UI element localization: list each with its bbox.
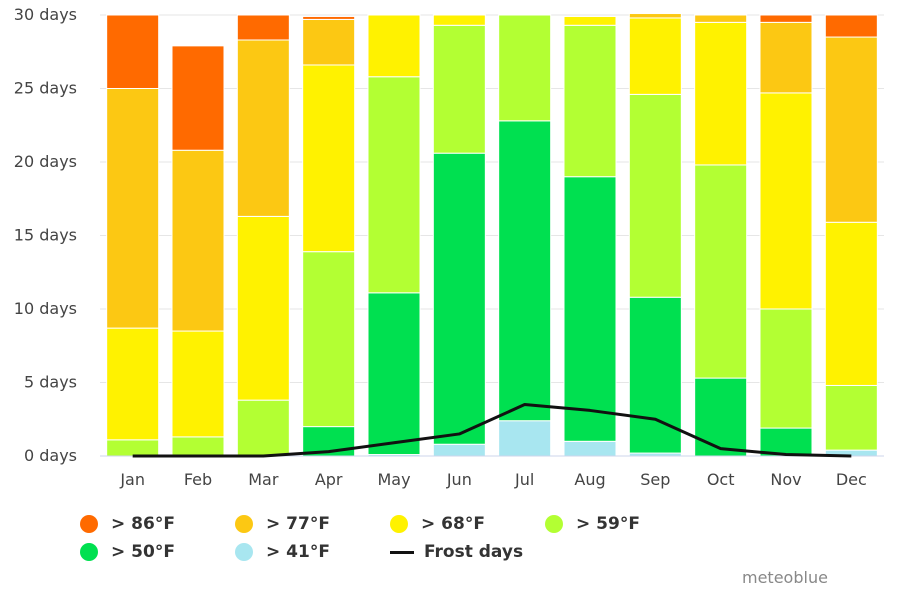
- bar-segment: [171, 436, 225, 457]
- legend-label-77f: > 77°F: [266, 514, 330, 534]
- bar-segment: [824, 36, 878, 223]
- bar-segment: [106, 439, 160, 457]
- credit-label: meteoblue: [742, 568, 828, 587]
- bar-segment: [759, 14, 813, 23]
- bar-segment: [367, 76, 421, 294]
- legend-swatch-68f: [390, 515, 408, 533]
- bar-segment: [563, 440, 617, 457]
- bar-segment: [498, 120, 552, 422]
- bar-segment: [367, 14, 421, 78]
- legend-label-41f: > 41°F: [266, 542, 330, 562]
- x-tick-label: Dec: [836, 470, 867, 489]
- bar-segment: [236, 215, 290, 401]
- bar-segment: [824, 221, 878, 386]
- y-tick-label: 15 days: [14, 226, 77, 245]
- y-tick-label: 0 days: [24, 446, 77, 465]
- bar-segment: [302, 15, 356, 20]
- bar-segment: [759, 308, 813, 429]
- bar-segment: [302, 18, 356, 66]
- legend-item-59f[interactable]: > 59°F: [545, 514, 700, 534]
- x-tick-label: Jan: [119, 470, 145, 489]
- y-tick-label: 20 days: [14, 152, 77, 171]
- bar-segment: [498, 420, 552, 457]
- legend-swatch-50f: [80, 543, 98, 561]
- legend-item-41f[interactable]: > 41°F: [235, 542, 390, 562]
- y-tick-label: 5 days: [24, 373, 77, 392]
- bar-segment: [824, 14, 878, 38]
- bar-segment: [171, 149, 225, 332]
- legend-swatch-77f: [235, 515, 253, 533]
- legend-item-50f[interactable]: > 50°F: [80, 542, 235, 562]
- bar-segment: [628, 17, 682, 95]
- x-tick-label: Oct: [707, 470, 735, 489]
- frost-days-line: [132, 403, 852, 458]
- bar-segment: [694, 377, 748, 457]
- bar-segment: [302, 64, 356, 253]
- bar-segment: [106, 88, 160, 329]
- bar-segment: [759, 21, 813, 94]
- x-tick-label: Apr: [315, 470, 343, 489]
- bar-segment: [171, 330, 225, 438]
- bar-segment: [106, 14, 160, 89]
- bar-segment: [432, 152, 486, 445]
- legend-swatch-41f: [235, 543, 253, 561]
- legend-swatch-59f: [545, 515, 563, 533]
- legend: > 86°F > 77°F > 68°F > 59°F > 50°F > 41°…: [80, 514, 840, 562]
- y-tick-label: 25 days: [14, 79, 77, 98]
- legend-label-50f: > 50°F: [111, 542, 175, 562]
- y-tick-label: 10 days: [14, 299, 77, 318]
- bar-segment: [628, 93, 682, 298]
- x-tick-label: Jun: [446, 470, 472, 489]
- x-tick-label: Nov: [770, 470, 801, 489]
- legend-item-frost-days[interactable]: Frost days: [390, 542, 590, 562]
- legend-line-frost-days: [390, 550, 414, 554]
- bar-segment: [628, 13, 682, 19]
- bar-segment: [432, 24, 486, 154]
- bar-segment: [563, 15, 617, 26]
- x-tick-label: Aug: [574, 470, 605, 489]
- x-tick-label: May: [377, 470, 410, 489]
- bar-segment: [236, 39, 290, 217]
- bar-segment: [759, 427, 813, 457]
- x-tick-label: Feb: [184, 470, 212, 489]
- bar-segment: [236, 14, 290, 41]
- legend-item-77f[interactable]: > 77°F: [235, 514, 390, 534]
- legend-label-frost-days: Frost days: [424, 542, 524, 562]
- y-tick-label: 30 days: [14, 5, 77, 24]
- bar-segment: [824, 384, 878, 451]
- bar-segment: [563, 176, 617, 442]
- bar-segment: [759, 92, 813, 310]
- x-tick-label: Mar: [248, 470, 279, 489]
- bar-segment: [694, 164, 748, 379]
- bar-segment: [432, 14, 486, 26]
- bar-segment: [694, 21, 748, 166]
- x-tick-label: Jul: [514, 470, 534, 489]
- legend-swatch-86f: [80, 515, 98, 533]
- bar-segment: [106, 327, 160, 441]
- bar-segment: [432, 443, 486, 457]
- legend-label-86f: > 86°F: [111, 514, 175, 534]
- bar-segment: [694, 14, 748, 23]
- legend-item-68f[interactable]: > 68°F: [390, 514, 545, 534]
- bar-segment: [628, 296, 682, 454]
- legend-label-68f: > 68°F: [421, 514, 485, 534]
- bar-segment: [367, 292, 421, 456]
- legend-label-59f: > 59°F: [576, 514, 640, 534]
- bar-segment: [302, 251, 356, 428]
- bar-segment: [171, 45, 225, 151]
- bar-segment: [498, 14, 552, 122]
- x-tick-label: Sep: [640, 470, 670, 489]
- legend-item-86f[interactable]: > 86°F: [80, 514, 235, 534]
- bar-segment: [236, 399, 290, 457]
- bar-segment: [563, 24, 617, 178]
